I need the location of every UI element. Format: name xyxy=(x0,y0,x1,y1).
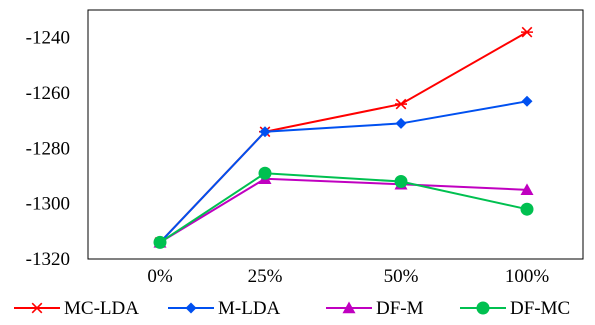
data-point xyxy=(395,117,407,129)
legend-label: MC-LDA xyxy=(64,298,139,319)
legend-label: DF-M xyxy=(376,298,424,319)
legend-swatch-marker xyxy=(342,301,356,314)
data-point xyxy=(395,98,407,110)
legend-item: M-LDA xyxy=(168,298,281,319)
data-point xyxy=(521,95,533,107)
legend-swatch-marker xyxy=(476,301,490,315)
legend-item: DF-M xyxy=(326,298,424,319)
y-tick-label: -1300 xyxy=(26,194,70,215)
series-line xyxy=(159,177,528,244)
series-line xyxy=(159,31,528,244)
legend-swatch-marker xyxy=(185,302,197,314)
data-point xyxy=(520,202,534,216)
legend-item: MC-LDA xyxy=(14,298,139,319)
legend-label: DF-MC xyxy=(510,298,570,319)
data-point xyxy=(520,183,534,196)
x-axis-tick-labels: 0% 25% 50% 100% xyxy=(147,266,549,287)
y-axis-tick-labels: -1240 -1260 -1280 -1300 -1320 xyxy=(26,28,70,270)
x-tick-label: 25% xyxy=(248,266,283,287)
data-point xyxy=(259,126,271,138)
data-point xyxy=(521,26,533,38)
legend-swatch-marker xyxy=(31,302,43,314)
data-point xyxy=(258,166,272,180)
plot-area-frame xyxy=(87,9,584,260)
series-df-mc xyxy=(153,166,534,249)
series-line xyxy=(159,172,528,244)
legend: MC-LDA M-LDA DF-M DF-MC xyxy=(14,298,570,319)
y-tick-label: -1240 xyxy=(26,28,70,49)
series-layer xyxy=(153,26,534,249)
series-mc-lda xyxy=(154,26,533,248)
data-point xyxy=(394,175,408,189)
legend-item: DF-MC xyxy=(460,298,570,319)
legend-label: M-LDA xyxy=(218,298,281,319)
series-m-lda xyxy=(154,95,533,248)
x-tick-label: 0% xyxy=(147,266,173,287)
y-tick-label: -1260 xyxy=(26,83,70,104)
data-point xyxy=(153,235,167,249)
y-tick-label: -1280 xyxy=(26,138,70,159)
y-tick-label: -1320 xyxy=(26,249,70,270)
x-tick-label: 100% xyxy=(505,266,550,287)
series-line xyxy=(159,100,528,244)
x-tick-label: 50% xyxy=(384,266,419,287)
